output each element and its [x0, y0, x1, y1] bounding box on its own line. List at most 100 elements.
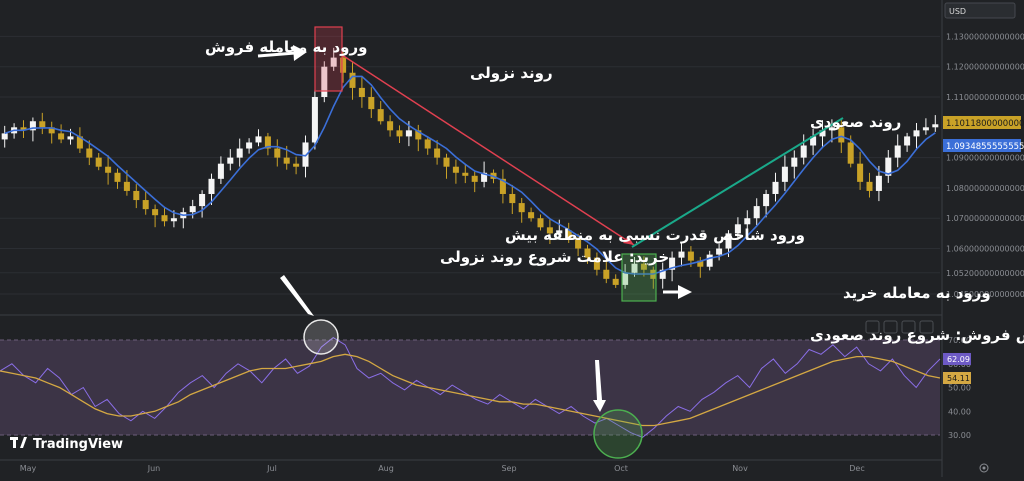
candle-body [537, 218, 544, 228]
price-tick-label: 1.13000000000000 [946, 32, 1024, 41]
pane-move-up-button[interactable] [865, 320, 880, 334]
candle-body [189, 206, 196, 213]
candle-body [659, 269, 666, 279]
candle-body [405, 130, 412, 137]
candle-body [264, 136, 271, 149]
rsi-overbought-pointer [280, 275, 314, 316]
sell-entry-arrowhead [293, 45, 307, 61]
price-tick-label: 1.09000000000000 [946, 154, 1024, 163]
rsi-ma-label: 54.11 [947, 374, 970, 383]
candle-body [170, 218, 177, 222]
candle-body [86, 148, 93, 158]
candle-body [894, 145, 901, 158]
settings-gear-icon[interactable] [979, 463, 989, 473]
rsi-oversold-pointer [593, 360, 606, 412]
candle-body [781, 166, 788, 182]
candle-body [20, 127, 27, 131]
currency-selector[interactable] [944, 2, 1016, 19]
candle-body [706, 254, 713, 267]
candle-body [753, 206, 760, 219]
currency-label: USD [949, 7, 966, 16]
candle-body [321, 66, 328, 97]
rsi-overbought-circle [303, 319, 339, 355]
candle-body [697, 260, 704, 267]
time-tick-label: Oct [614, 464, 628, 473]
candle-body [1, 133, 8, 140]
candle-body [499, 178, 506, 194]
price-tick-label: 1.11000000000000 [946, 93, 1024, 102]
rsi-oversold-circle [593, 409, 643, 459]
candle-body [105, 166, 112, 173]
candle-body [575, 239, 582, 249]
candle-body [678, 251, 685, 258]
candle-body [48, 127, 55, 134]
candle-body [687, 251, 694, 261]
candle-body [274, 148, 281, 158]
time-tick-label: Nov [732, 464, 748, 473]
rsi-oversold-annotation: ورود RSI به منطقه بیش فروش: شروع روند صع… [810, 326, 1024, 344]
candle-body [434, 148, 441, 158]
candle-body [904, 136, 911, 146]
candle-body [509, 193, 516, 204]
candle-body [631, 263, 638, 273]
candle-body [518, 203, 525, 213]
moving-average-line [4, 75, 936, 275]
buy-entry-arrowhead [678, 285, 692, 299]
candle-body [142, 200, 149, 210]
time-tick-label: Jul [266, 464, 277, 473]
candle-body [199, 193, 206, 207]
candle-body [330, 57, 337, 67]
candle-body [340, 57, 347, 73]
candle-body [810, 136, 817, 146]
pane-more-button[interactable] [919, 320, 934, 334]
candle-body [847, 142, 854, 164]
candle-body [584, 248, 591, 258]
rsi-overbought-annotation-line2: خرید: علامت شروع روند نزولی [440, 248, 669, 266]
candle-body [302, 142, 309, 167]
candle-body [546, 227, 553, 234]
rsi-value-tag [943, 353, 971, 365]
candle-body [293, 163, 300, 167]
candle-body [152, 209, 159, 216]
candle-body [443, 157, 450, 167]
candle-body [800, 145, 807, 158]
candle-body [669, 257, 676, 270]
buy-entry-box [621, 253, 657, 302]
candle-body [368, 97, 375, 110]
candle-body [857, 163, 864, 182]
candle-body [358, 87, 365, 97]
rsi-pane [0, 336, 941, 438]
tradingview-logo: TradingView [10, 437, 123, 452]
candle-body [725, 233, 732, 249]
downtrend-line [341, 54, 635, 246]
candle-body [283, 157, 290, 164]
price-tick-label: 1.07000000000000 [946, 214, 1024, 223]
candle-body [311, 97, 318, 143]
candle-body [556, 230, 563, 234]
candle-body [377, 109, 384, 122]
candle-body [76, 136, 83, 149]
candle-body [640, 263, 647, 270]
candle-body [123, 181, 130, 191]
price-axis-background [942, 0, 1024, 477]
candle-body [424, 139, 431, 149]
candle-body [922, 127, 929, 131]
candle-body [763, 193, 770, 207]
rsi-tick-label: 40.00 [948, 407, 971, 416]
candle-body [866, 181, 873, 191]
pane-collapse-button[interactable] [901, 320, 916, 334]
settings-gear-icon-center [982, 466, 986, 470]
candle-body [67, 136, 74, 140]
ma-price-tag [943, 139, 1021, 152]
candle-body [39, 121, 46, 128]
candle-body [622, 272, 629, 285]
candle-body [716, 248, 723, 255]
candles [1, 47, 939, 289]
candle-body [387, 121, 394, 131]
pane-maximize-button[interactable] [883, 320, 898, 334]
tradingview-logo-mark-slash [20, 437, 27, 448]
candle-body [875, 175, 882, 191]
price-tick-label: 1.12000000000000 [946, 63, 1024, 72]
price-pane [0, 35, 940, 295]
